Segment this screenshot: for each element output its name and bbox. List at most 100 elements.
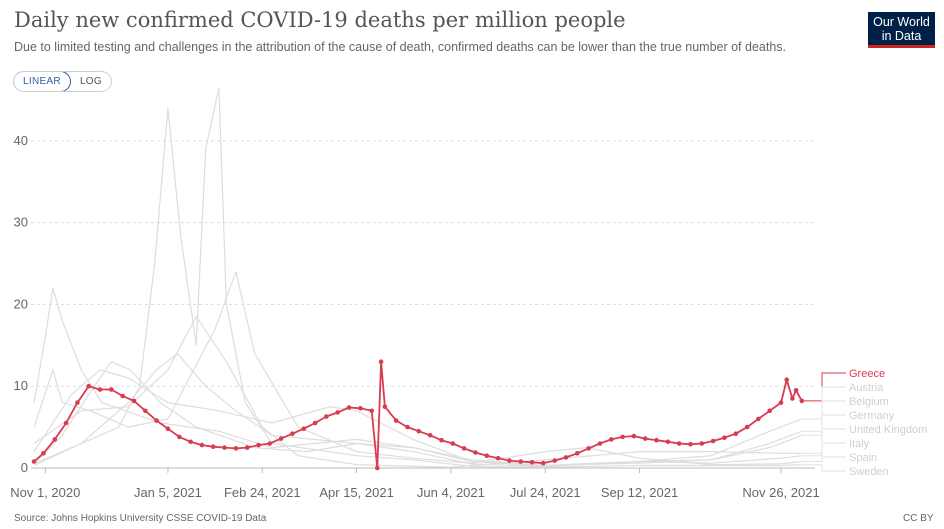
data-point-greece bbox=[63, 420, 69, 426]
data-point-greece bbox=[688, 442, 693, 447]
data-point-greece bbox=[484, 453, 490, 459]
legend-label-sweden[interactable]: Sweden bbox=[849, 466, 889, 478]
data-point-greece bbox=[541, 460, 546, 466]
legend-connector bbox=[801, 386, 846, 420]
legend-label-belgium[interactable]: Belgium bbox=[849, 396, 889, 408]
scale-toggle[interactable]: LINEAR LOG bbox=[13, 71, 112, 92]
data-point-greece bbox=[278, 436, 284, 441]
chart-subtitle: Due to limited testing and challenges in… bbox=[14, 40, 787, 54]
data-point-greece bbox=[495, 455, 501, 461]
data-point-greece bbox=[188, 439, 193, 445]
data-point-greece bbox=[346, 405, 352, 410]
x-tick-label: Sep 12, 2021 bbox=[601, 485, 678, 500]
data-point-greece bbox=[210, 444, 216, 450]
data-point-greece bbox=[267, 441, 273, 446]
data-point-greece bbox=[301, 426, 307, 432]
data-point-greece bbox=[733, 431, 739, 437]
x-tick-label: Jul 24, 2021 bbox=[510, 485, 581, 500]
data-point-greece bbox=[335, 410, 341, 415]
legend-label-united-kingdom[interactable]: United Kingdom bbox=[849, 424, 927, 436]
series-line-sweden bbox=[33, 87, 802, 468]
data-point-greece bbox=[654, 437, 659, 443]
data-point-greece bbox=[86, 383, 91, 389]
data-point-greece bbox=[529, 460, 535, 465]
data-point-greece bbox=[597, 441, 603, 446]
data-point-greece bbox=[165, 426, 171, 432]
highlighted-series-layer bbox=[31, 359, 805, 471]
data-point-greece bbox=[793, 388, 799, 393]
data-point-greece bbox=[290, 431, 295, 437]
series-line-germany bbox=[33, 352, 803, 467]
y-tick-label: 20 bbox=[14, 296, 28, 311]
data-point-greece bbox=[473, 450, 478, 455]
source-note: Source: Johns Hopkins University CSSE CO… bbox=[14, 513, 267, 524]
data-point-greece bbox=[778, 400, 784, 405]
x-tick-label: Nov 26, 2021 bbox=[742, 485, 819, 500]
y-tick-label: 30 bbox=[14, 215, 28, 230]
data-point-greece bbox=[699, 441, 705, 446]
data-point-greece bbox=[233, 446, 239, 451]
data-point-greece bbox=[710, 438, 716, 444]
data-point-greece bbox=[784, 377, 789, 383]
data-point-greece bbox=[450, 441, 456, 446]
data-point-greece bbox=[507, 458, 512, 463]
y-tick-label: 40 bbox=[14, 133, 28, 148]
data-point-greece bbox=[439, 437, 444, 443]
data-point-greece bbox=[244, 445, 250, 450]
data-point-greece bbox=[41, 451, 46, 456]
data-point-greece bbox=[631, 433, 637, 439]
data-point-greece bbox=[31, 459, 37, 464]
x-tick-label: Nov 1, 2020 bbox=[10, 485, 80, 500]
legend-label-greece[interactable]: Greece bbox=[849, 368, 885, 380]
logo-line-1: Our World bbox=[873, 15, 930, 29]
logo-accent-bar bbox=[868, 45, 935, 48]
grid-layer bbox=[31, 140, 815, 469]
axis-layer: 0 10 20 30 40 Nov 1, 2020 Jan 5, 2021 Feb 24, 2… bbox=[10, 133, 819, 500]
data-point-greece bbox=[393, 418, 399, 423]
linear-scale-button[interactable]: LINEAR bbox=[13, 72, 71, 91]
series-line-united-kingdom bbox=[33, 316, 802, 468]
log-scale-button[interactable]: LOG bbox=[79, 76, 102, 87]
data-point-greece bbox=[177, 434, 182, 440]
data-point-greece bbox=[676, 441, 682, 446]
series-line-belgium bbox=[33, 287, 803, 467]
data-point-greece bbox=[552, 458, 557, 463]
data-point-greece bbox=[416, 428, 422, 434]
legend-label-spain[interactable]: Spain bbox=[849, 452, 877, 464]
data-point-greece bbox=[154, 418, 159, 423]
data-point-greece bbox=[642, 436, 648, 441]
chart-title: Daily new confirmed COVID-19 deaths per … bbox=[14, 8, 626, 32]
legend-connector bbox=[801, 456, 846, 462]
data-point-greece bbox=[620, 434, 625, 440]
owid-logo[interactable]: Our World in Data bbox=[868, 12, 935, 48]
data-point-greece bbox=[358, 406, 363, 411]
series-line-austria bbox=[33, 361, 803, 467]
y-tick-label: 0 bbox=[21, 460, 28, 475]
data-point-greece bbox=[143, 408, 148, 414]
data-point-greece bbox=[75, 400, 80, 405]
legend-label-italy[interactable]: Italy bbox=[849, 438, 870, 450]
data-point-greece bbox=[609, 437, 614, 442]
x-tick-label: Feb 24, 2021 bbox=[224, 485, 301, 500]
data-point-greece bbox=[563, 455, 569, 460]
data-point-greece bbox=[427, 433, 433, 438]
data-point-greece bbox=[767, 408, 772, 414]
legend-connector bbox=[801, 414, 846, 436]
x-tick-label: Jan 5, 2021 bbox=[134, 485, 202, 500]
y-tick-label: 10 bbox=[14, 378, 28, 393]
series-line-spain bbox=[33, 271, 802, 466]
data-point-greece bbox=[722, 435, 727, 441]
legend-label-austria[interactable]: Austria bbox=[849, 382, 884, 394]
legend-connector bbox=[801, 428, 846, 454]
data-point-greece bbox=[461, 446, 467, 451]
data-point-greece bbox=[586, 446, 591, 451]
legend-connector bbox=[801, 464, 846, 472]
background-series-layer bbox=[33, 87, 803, 468]
data-point-greece bbox=[369, 408, 375, 414]
license-label[interactable]: CC BY bbox=[903, 513, 934, 524]
data-point-greece bbox=[109, 387, 114, 392]
series-line-italy bbox=[33, 369, 802, 467]
data-point-greece bbox=[744, 424, 750, 430]
data-point-greece bbox=[324, 414, 329, 419]
legend-label-germany[interactable]: Germany bbox=[849, 410, 895, 422]
